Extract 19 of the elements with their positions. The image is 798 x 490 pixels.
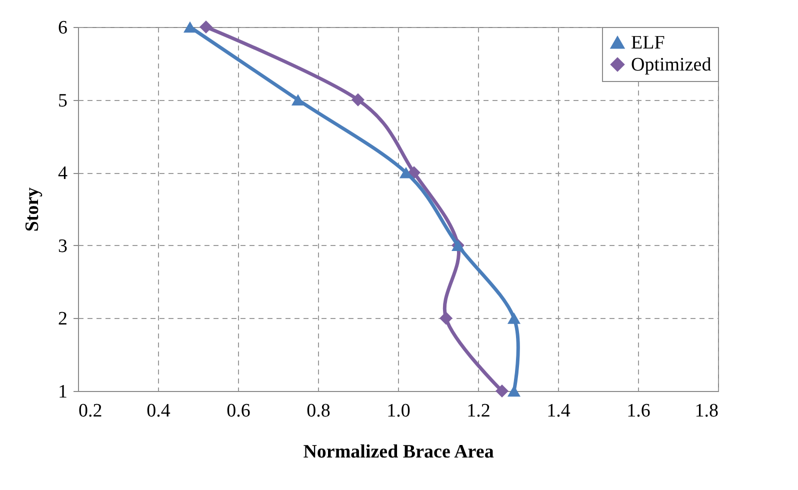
legend-label: ELF: [631, 32, 665, 54]
y-tick-label: 5: [58, 90, 68, 112]
x-tick-label: 0.6: [226, 400, 250, 422]
y-tick-label: 3: [58, 236, 68, 257]
x-tick-label: 1.6: [626, 400, 650, 422]
x-tick-label: 1.0: [386, 400, 410, 422]
x-tick-label: 1.8: [694, 400, 718, 422]
x-tick-label: 1.4: [546, 400, 571, 422]
x-tick-label: 0.8: [306, 400, 330, 422]
y-axis-title: Story: [22, 186, 43, 232]
x-tick-label: 0.2: [78, 400, 102, 422]
legend-label: Optimized: [631, 54, 712, 76]
y-tick-label: 6: [58, 18, 68, 38]
y-tick-label: 4: [58, 163, 68, 184]
x-tick-label: 0.4: [146, 400, 171, 422]
x-tick-label: 1.2: [466, 400, 490, 422]
y-tick-label: 2: [58, 308, 68, 330]
y-tick-label: 1: [58, 382, 68, 402]
x-axis-title: Normalized Brace Area: [303, 442, 494, 462]
